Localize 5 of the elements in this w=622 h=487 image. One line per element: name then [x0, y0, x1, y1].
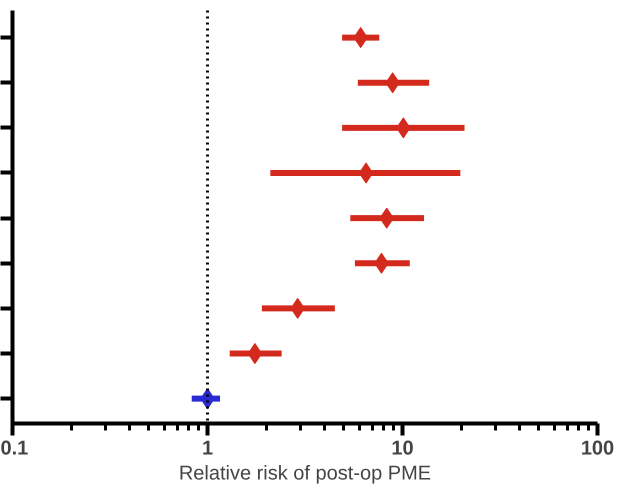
x-tick-label: 1 [202, 438, 214, 460]
x-axis-title: Relative risk of post-op PME [178, 462, 432, 484]
x-tick-label: 0.1 [0, 438, 28, 460]
x-tick-label: 100 [580, 438, 614, 460]
x-tick-label: 10 [391, 438, 414, 460]
